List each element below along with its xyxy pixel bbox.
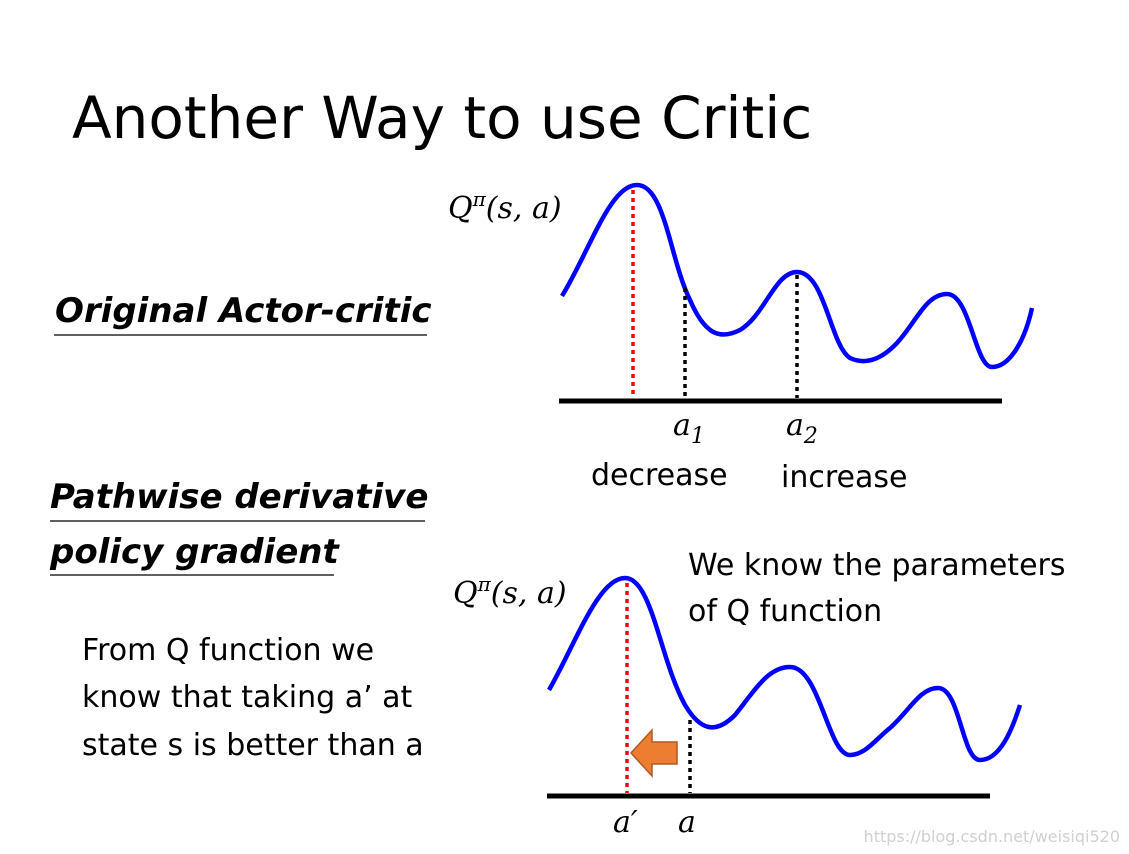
q-sup: π xyxy=(477,572,492,596)
watermark: https://blog.csdn.net/weisiqi520 xyxy=(864,827,1120,846)
q-curve xyxy=(547,575,1023,763)
q-label: Qπ(s, a) xyxy=(448,187,562,226)
q-sup: π xyxy=(472,187,487,211)
note-line: state s is better than a xyxy=(82,728,424,763)
annotation-line: We know the parameters xyxy=(688,548,1066,583)
a-base: a xyxy=(786,408,804,443)
a-sub: 1 xyxy=(691,424,705,449)
action-label: a′ xyxy=(613,805,638,840)
section-heading: policy gradient xyxy=(49,532,340,572)
q-args: (s, a) xyxy=(486,191,562,226)
q-curve xyxy=(560,182,1035,370)
q-base: Q xyxy=(453,576,478,611)
annotation-line: of Q function xyxy=(688,594,882,629)
note-line: know that taking a’ at xyxy=(82,680,413,715)
a-sub: 2 xyxy=(803,424,818,449)
section-heading: Original Actor-critic xyxy=(55,291,432,331)
slide-title: Another Way to use Critic xyxy=(72,84,812,152)
q-args: (s, a) xyxy=(491,576,567,611)
action-label: a2 xyxy=(786,408,818,449)
q-label: Qπ(s, a) xyxy=(453,572,567,611)
caption: increase xyxy=(781,460,907,495)
action-label: a1 xyxy=(673,408,705,449)
a-base: a xyxy=(673,408,691,443)
arrow xyxy=(629,728,678,778)
note-line: From Q function we xyxy=(82,633,374,668)
action-label: a xyxy=(678,805,696,840)
section-heading: Pathwise derivative xyxy=(50,477,428,517)
caption: decrease xyxy=(591,458,728,493)
q-base: Q xyxy=(448,191,473,226)
